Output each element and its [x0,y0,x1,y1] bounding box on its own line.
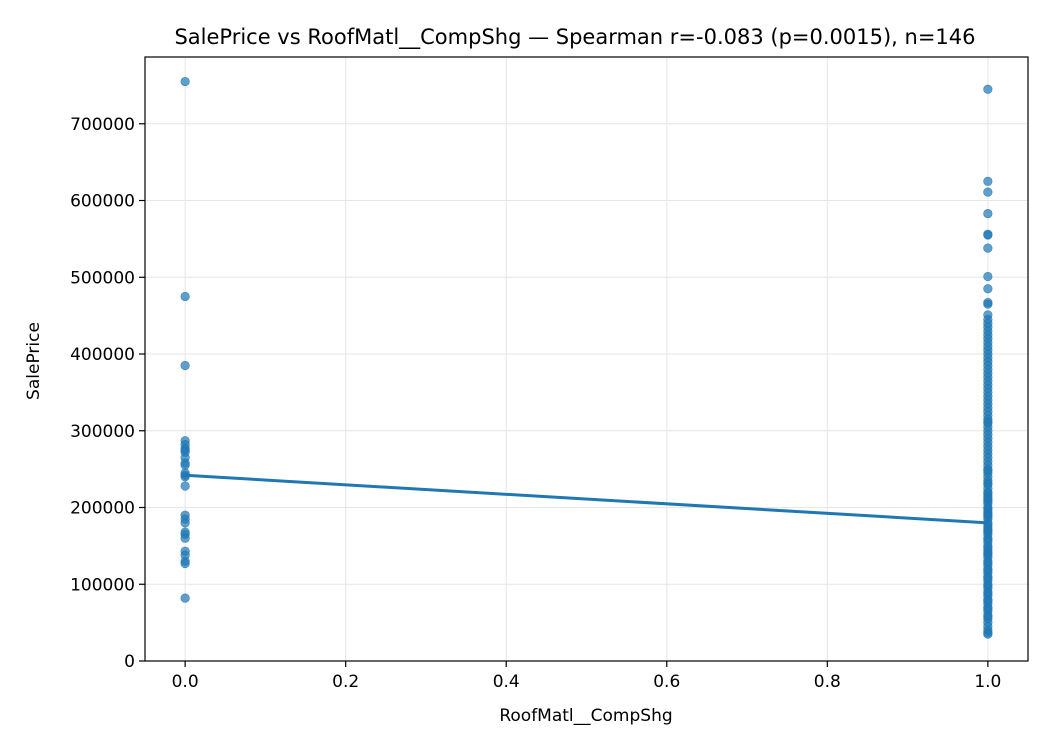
x-axis-label: RoofMatl__CompShg [499,706,672,726]
data-point [983,604,993,614]
data-point [983,629,993,639]
y-tick-label: 400000 [70,345,135,365]
x-tick-label: 0.0 [172,672,199,692]
y-tick-label: 300000 [70,422,135,442]
data-point [983,611,993,622]
data-point [983,596,993,606]
data-point [180,533,190,543]
x-tick-label: 1.0 [974,672,1001,692]
x-axis-ticks: 0.0 0.2 0.4 0.6 0.8 1.0 [172,661,1001,692]
data-point [983,524,993,534]
data-point [983,558,993,568]
y-axis-label: SalePrice [24,322,44,400]
data-point [983,271,993,282]
x-tick-label: 0.4 [493,672,520,692]
data-point [180,460,190,470]
data-point [983,84,993,94]
data-point [180,518,190,528]
data-point [983,588,993,599]
data-point [180,445,190,455]
trend-line-layer [185,473,988,525]
y-tick-label: 0 [124,652,135,672]
data-point [180,593,190,603]
y-tick-label: 700000 [70,115,135,135]
data-point [983,243,993,253]
x-tick-label: 0.6 [653,672,680,692]
data-points [180,76,993,639]
data-point [983,299,993,309]
data-point [983,208,993,219]
chart-title: SalePrice vs RoofMatl__CompShg — Spearma… [174,25,975,50]
plot-area-frame [144,56,1029,662]
data-point [983,509,993,519]
data-point [180,360,190,371]
data-point [180,481,190,491]
y-tick-label: 100000 [70,575,135,595]
y-tick-label: 600000 [70,192,135,212]
data-point [983,478,993,488]
data-point [180,558,190,569]
y-tick-label: 500000 [70,268,135,288]
data-point [983,187,993,197]
data-point [180,76,190,87]
data-point [983,230,993,240]
data-point [983,581,993,591]
data-point [983,565,993,576]
trend-line [185,473,988,525]
y-tick-label: 200000 [70,499,135,519]
data-point [983,547,993,557]
data-point [983,535,993,545]
data-point [983,416,993,427]
y-axis-ticks: 0 100000 200000 300000 400000 500000 600000 700… [70,115,145,672]
data-point [180,291,190,302]
x-tick-label: 0.8 [814,672,841,692]
data-point [983,493,993,503]
data-point [983,284,993,294]
x-tick-label: 0.2 [332,672,359,692]
data-point [983,176,993,186]
data-point [983,573,993,583]
data-point [983,466,993,476]
